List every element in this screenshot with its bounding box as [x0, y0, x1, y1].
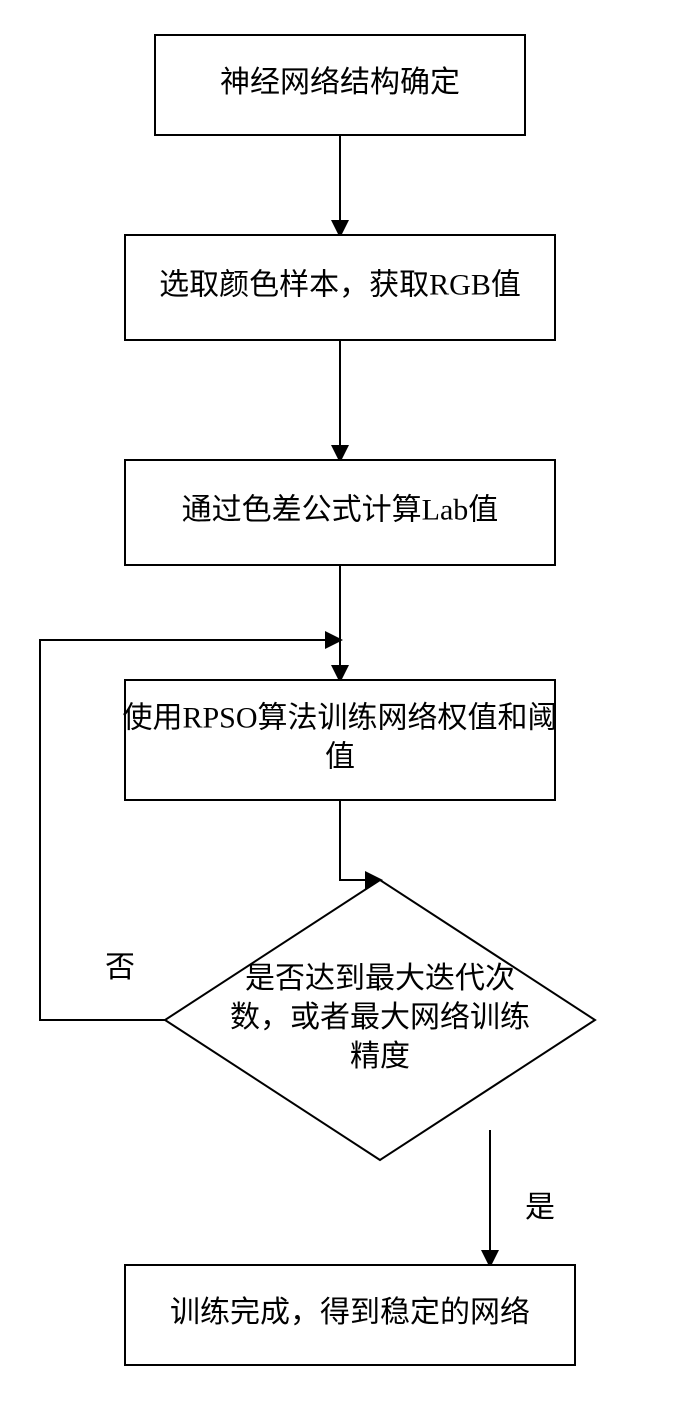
edge-label-n5-n6: 是	[525, 1191, 555, 1224]
flow-decision-text-n5-1: 数，或者最大网络训练	[230, 1001, 530, 1034]
flow-decision-text-n5-2: 精度	[350, 1040, 410, 1073]
edge-n4-n5	[340, 800, 380, 880]
flow-decision-text-n5-0: 是否达到最大迭代次	[245, 962, 515, 995]
flow-node-text-n4-0: 使用RPSO算法训练网络权值和阈	[122, 701, 557, 734]
flow-node-text-n1-0: 神经网络结构确定	[220, 66, 460, 99]
flow-node-text-n6-0: 训练完成，得到稳定的网络	[170, 1296, 530, 1329]
flow-node-text-n4-1: 值	[325, 740, 355, 773]
flow-node-text-n2-0: 选取颜色样本，获取RGB值	[159, 268, 521, 301]
edge-label-n5-n4: 否	[105, 951, 135, 984]
flow-node-text-n3-0: 通过色差公式计算Lab值	[182, 493, 499, 526]
